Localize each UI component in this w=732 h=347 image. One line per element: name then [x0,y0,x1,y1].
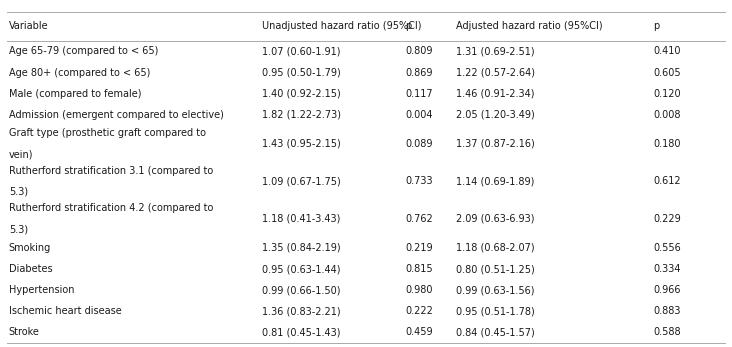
Text: 1.46 (0.91-2.34): 1.46 (0.91-2.34) [455,88,534,99]
Text: p: p [406,22,411,32]
Text: Unadjusted hazard ratio (95%CI): Unadjusted hazard ratio (95%CI) [262,22,422,32]
Text: Age 65-79 (compared to < 65): Age 65-79 (compared to < 65) [9,46,158,57]
Text: 0.95 (0.50-1.79): 0.95 (0.50-1.79) [262,68,340,77]
Text: 0.459: 0.459 [406,327,433,337]
Text: 0.219: 0.219 [406,243,433,253]
Text: 0.99 (0.63-1.56): 0.99 (0.63-1.56) [455,285,534,295]
Text: 0.588: 0.588 [653,327,681,337]
Text: 1.40 (0.92-2.15): 1.40 (0.92-2.15) [262,88,340,99]
Text: Admission (emergent compared to elective): Admission (emergent compared to elective… [9,110,224,120]
Text: 5.3): 5.3) [9,187,28,197]
Text: 0.089: 0.089 [406,139,433,149]
Text: Rutherford stratification 4.2 (compared to: Rutherford stratification 4.2 (compared … [9,203,213,213]
Text: 1.37 (0.87-2.16): 1.37 (0.87-2.16) [455,139,534,149]
Text: 0.612: 0.612 [653,176,681,186]
Text: Age 80+ (compared to < 65): Age 80+ (compared to < 65) [9,68,150,77]
Text: Ischemic heart disease: Ischemic heart disease [9,306,122,316]
Text: 0.869: 0.869 [406,68,433,77]
Text: 1.22 (0.57-2.64): 1.22 (0.57-2.64) [455,68,534,77]
Text: 0.008: 0.008 [653,110,681,120]
Text: 1.14 (0.69-1.89): 1.14 (0.69-1.89) [455,176,534,186]
Text: Rutherford stratification 3.1 (compared to: Rutherford stratification 3.1 (compared … [9,166,213,176]
Text: 1.35 (0.84-2.19): 1.35 (0.84-2.19) [262,243,340,253]
Text: 0.95 (0.63-1.44): 0.95 (0.63-1.44) [262,264,340,274]
Text: 0.605: 0.605 [653,68,681,77]
Text: 2.05 (1.20-3.49): 2.05 (1.20-3.49) [455,110,534,120]
Text: Variable: Variable [9,22,48,32]
Text: 0.222: 0.222 [406,306,433,316]
Text: 0.117: 0.117 [406,88,433,99]
Text: 0.99 (0.66-1.50): 0.99 (0.66-1.50) [262,285,340,295]
Text: 0.95 (0.51-1.78): 0.95 (0.51-1.78) [455,306,534,316]
Text: 1.36 (0.83-2.21): 1.36 (0.83-2.21) [262,306,340,316]
Text: 0.410: 0.410 [653,46,681,57]
Text: 5.3): 5.3) [9,224,28,234]
Text: 1.07 (0.60-1.91): 1.07 (0.60-1.91) [262,46,340,57]
Text: Graft type (prosthetic graft compared to: Graft type (prosthetic graft compared to [9,128,206,138]
Text: 0.815: 0.815 [406,264,433,274]
Text: Adjusted hazard ratio (95%CI): Adjusted hazard ratio (95%CI) [455,22,602,32]
Text: 1.18 (0.68-2.07): 1.18 (0.68-2.07) [455,243,534,253]
Text: 1.31 (0.69-2.51): 1.31 (0.69-2.51) [455,46,534,57]
Text: 1.82 (1.22-2.73): 1.82 (1.22-2.73) [262,110,341,120]
Text: 1.09 (0.67-1.75): 1.09 (0.67-1.75) [262,176,340,186]
Text: 0.980: 0.980 [406,285,433,295]
Text: 0.966: 0.966 [653,285,681,295]
Text: p: p [653,22,660,32]
Text: 0.809: 0.809 [406,46,433,57]
Text: 0.180: 0.180 [653,139,681,149]
Text: 2.09 (0.63-6.93): 2.09 (0.63-6.93) [455,214,534,224]
Text: 0.84 (0.45-1.57): 0.84 (0.45-1.57) [455,327,534,337]
Text: 0.004: 0.004 [406,110,433,120]
Text: 0.229: 0.229 [653,214,681,224]
Text: Male (compared to female): Male (compared to female) [9,88,141,99]
Text: vein): vein) [9,150,33,159]
Text: 0.120: 0.120 [653,88,681,99]
Text: Stroke: Stroke [9,327,40,337]
Text: Smoking: Smoking [9,243,51,253]
Text: 0.81 (0.45-1.43): 0.81 (0.45-1.43) [262,327,340,337]
Text: 0.556: 0.556 [653,243,681,253]
Text: 0.80 (0.51-1.25): 0.80 (0.51-1.25) [455,264,534,274]
Text: Diabetes: Diabetes [9,264,53,274]
Text: 0.733: 0.733 [406,176,433,186]
Text: 1.43 (0.95-2.15): 1.43 (0.95-2.15) [262,139,340,149]
Text: 0.883: 0.883 [653,306,681,316]
Text: Hypertension: Hypertension [9,285,74,295]
Text: 0.762: 0.762 [406,214,433,224]
Text: 1.18 (0.41-3.43): 1.18 (0.41-3.43) [262,214,340,224]
Text: 0.334: 0.334 [653,264,681,274]
